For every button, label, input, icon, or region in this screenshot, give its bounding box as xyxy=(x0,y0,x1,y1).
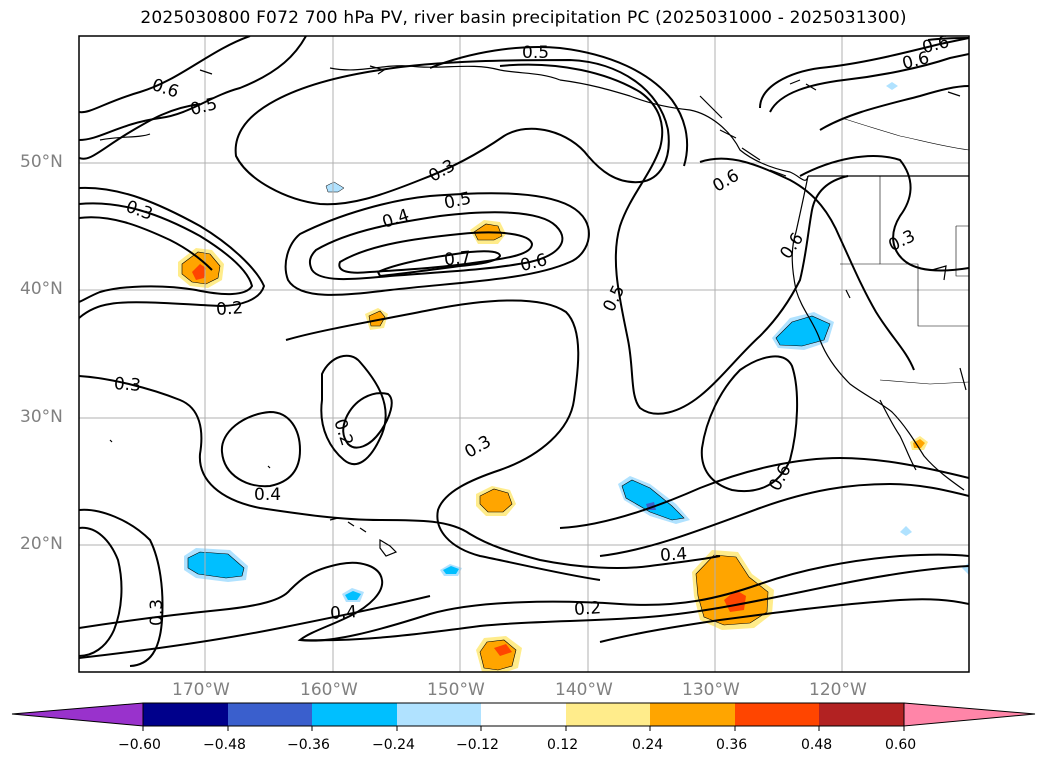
contour-line xyxy=(79,508,164,667)
pc-patch-negative xyxy=(187,551,245,579)
contour-label: 0.2 xyxy=(573,598,601,620)
colorbar-segment xyxy=(650,703,735,726)
colorbar-tick-label: −0.60 xyxy=(118,737,161,753)
lon-label-120w: 120°W xyxy=(809,680,867,700)
lat-label-30n: 30°N xyxy=(20,407,63,427)
contour-line xyxy=(79,186,266,319)
colorbar-segment xyxy=(566,703,650,726)
contour-line xyxy=(320,354,387,466)
contour-line xyxy=(819,85,969,131)
pc-patch-positive xyxy=(479,488,513,513)
colorbar-segment xyxy=(735,703,819,726)
lon-label-130w: 130°W xyxy=(682,680,740,700)
contour-line xyxy=(299,565,969,642)
colorbar-tick-label: −0.48 xyxy=(203,737,246,753)
contour-line xyxy=(338,231,534,274)
contour-line xyxy=(927,37,969,41)
pc-patch-positive xyxy=(494,644,512,656)
lon-label-150w: 150°W xyxy=(427,680,485,700)
contour-line xyxy=(799,154,969,272)
contour-line xyxy=(376,250,502,278)
pc-patch-negative xyxy=(900,526,912,536)
lon-label-140w: 140°W xyxy=(555,680,613,700)
colorbar-tick-label: 0.60 xyxy=(885,737,917,753)
contour-line xyxy=(308,211,564,281)
lat-label-50n: 50°N xyxy=(20,152,63,172)
contour-label: 0.3 xyxy=(147,599,167,626)
lon-label-170w: 170°W xyxy=(172,680,230,700)
map-border xyxy=(78,35,970,673)
colorbar-tick-label: 0.24 xyxy=(632,737,664,753)
contour-line xyxy=(599,482,969,557)
contour-line xyxy=(599,598,969,643)
colorbar-tick-label: 0.48 xyxy=(801,737,833,753)
contour-label: 0.6 xyxy=(920,32,951,58)
contour-line xyxy=(79,375,721,569)
contour-label: 0.3 xyxy=(113,374,141,396)
contour-line xyxy=(79,526,123,657)
contour-line xyxy=(234,58,670,206)
contour-line xyxy=(79,202,254,303)
contour-line xyxy=(700,355,799,493)
colorbar-segment xyxy=(143,703,228,726)
contour-line xyxy=(429,45,689,167)
lat-label-40n: 40°N xyxy=(20,279,63,299)
page-title: 2025030800 F072 700 hPa PV, river basin … xyxy=(140,8,907,28)
contour-line xyxy=(499,63,849,415)
contour-label: 0.4 xyxy=(254,485,281,505)
pc-patch-positive xyxy=(368,310,386,327)
pc-patch-negative xyxy=(621,479,685,521)
colorbar-tick-label: −0.24 xyxy=(372,737,415,753)
colorbar-segment xyxy=(228,703,312,726)
colorbar-tick-label: −0.12 xyxy=(456,737,499,753)
precipitation-patches xyxy=(178,82,969,672)
contour-label: 0.2 xyxy=(215,298,243,320)
contour-line xyxy=(79,103,201,160)
contour-line xyxy=(79,595,431,659)
colorbar-segment xyxy=(397,703,481,726)
contour-label: 0.5 xyxy=(522,43,549,63)
contour-line xyxy=(220,410,302,488)
contour-line xyxy=(559,456,969,529)
contour-line xyxy=(342,392,393,449)
lat-label-20n: 20°N xyxy=(20,534,63,554)
colorbar-segment xyxy=(819,703,904,726)
colorbar xyxy=(11,702,1036,731)
contour-line xyxy=(285,299,601,581)
colorbar-tick-label: 0.36 xyxy=(716,737,748,753)
contour-label: 0.7 xyxy=(443,248,472,271)
colorbar-segment xyxy=(481,703,566,726)
contour-line xyxy=(699,157,915,371)
pc-patch-negative xyxy=(443,566,459,574)
pv-contours xyxy=(79,36,969,667)
pc-patch-positive xyxy=(913,439,925,448)
pc-patch-negative xyxy=(886,82,898,90)
contour-line xyxy=(759,37,969,109)
colorbar-extend-left xyxy=(11,702,144,727)
contour-line xyxy=(79,36,251,114)
colorbar-border xyxy=(142,702,905,727)
contour-line xyxy=(769,53,969,113)
colorbar-extend-right xyxy=(903,702,1036,727)
pc-patch-negative xyxy=(775,315,831,347)
colorbar-segment xyxy=(312,703,397,726)
contour-line xyxy=(79,216,213,271)
colorbar-tick-label: −0.36 xyxy=(287,737,330,753)
contour-label: 0.4 xyxy=(329,602,357,624)
pc-patch-negative xyxy=(345,591,361,600)
pc-patch-positive xyxy=(192,264,206,280)
contour-line xyxy=(284,192,590,296)
graticule xyxy=(79,36,969,672)
colorbar-tick-label: 0.12 xyxy=(547,737,579,753)
contour-label: 0.4 xyxy=(659,544,687,566)
islands xyxy=(109,439,398,557)
lon-label-160w: 160°W xyxy=(300,680,358,700)
